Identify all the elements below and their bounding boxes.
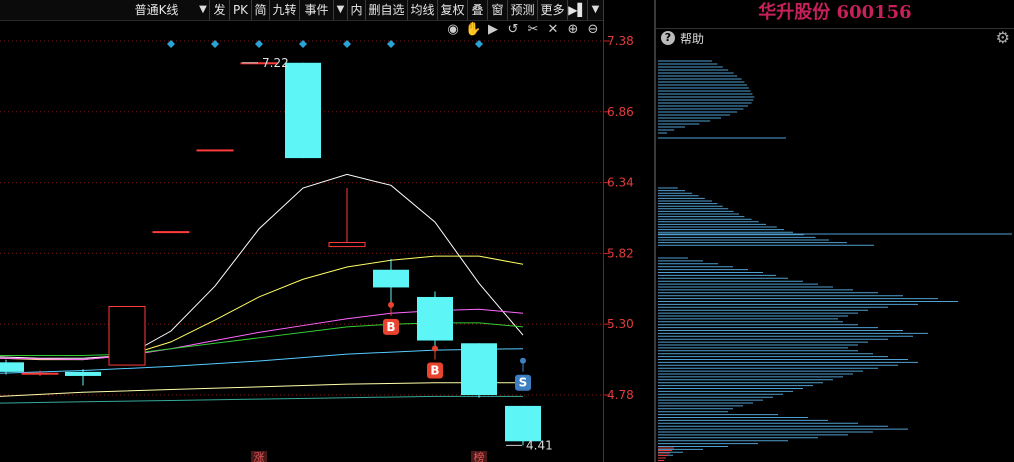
bottom-marker [471, 451, 487, 462]
ma-line [0, 382, 523, 397]
candle-body [21, 372, 59, 375]
candle-body [328, 242, 366, 248]
candle-body [108, 306, 146, 366]
toolbar-button-more[interactable]: 更多 [538, 0, 568, 20]
volume-profile [658, 60, 1012, 461]
toolbar-button-forecast[interactable]: 预测 [508, 0, 538, 20]
signal-badge [515, 374, 531, 391]
signal-badge [383, 318, 399, 335]
price-annotation: 7.22 [262, 56, 289, 70]
bottom-marker-label: 涨 [254, 451, 265, 462]
candle-body [65, 371, 101, 376]
signal-label: B [430, 363, 439, 377]
help-icon[interactable]: ? [661, 31, 675, 45]
price-annotation: 4.41 [526, 438, 553, 452]
toolbar-button-window[interactable]: 窗 [488, 0, 508, 20]
right-info-panel [656, 0, 1014, 462]
candle-body [285, 62, 321, 159]
signal-label: S [519, 376, 528, 390]
zoom-out-icon[interactable]: ⊖ [587, 22, 599, 37]
bottom-marker-label: 榜 [474, 450, 485, 462]
zoom-in-icon[interactable]: ⊕ [567, 22, 579, 37]
candle-body [417, 296, 453, 341]
bottom-marker [251, 451, 267, 462]
scissors-icon[interactable]: ✂ [527, 22, 539, 37]
hand-icon[interactable]: ✋ [465, 22, 482, 37]
candle-body [0, 362, 24, 372]
close-icon[interactable]: ✕ [547, 22, 559, 37]
play-icon[interactable]: ▶ [488, 22, 498, 37]
y-tick-label: 4.78 [607, 388, 634, 402]
event-marker-icon [299, 40, 307, 48]
y-tick-label: 5.82 [607, 246, 634, 260]
help-row: ? 帮助 ⚙ [656, 28, 1014, 50]
y-tick-label: 7.38 [607, 34, 634, 48]
toolbar-button-simple[interactable]: 简 [252, 0, 270, 20]
event-marker-icon [211, 40, 219, 48]
candle-body [240, 62, 278, 65]
toolbar-button-pk[interactable]: PK [230, 0, 252, 20]
period-select-label: 普通K线 [134, 3, 179, 17]
toolbar-button-overlay[interactable]: 叠 [468, 0, 488, 20]
event-marker-icon [343, 40, 351, 48]
toolbar-button-ma[interactable]: 均线 [408, 0, 438, 20]
ma-line [0, 173, 524, 359]
ma-line [0, 395, 523, 404]
y-tick-label: 6.86 [607, 105, 634, 119]
kline-chart[interactable]: 7.22 4.41 B B S 涨 榜 [0, 21, 603, 462]
toolbar-button-fa[interactable]: 发 [210, 0, 230, 20]
price-axis-line [603, 0, 604, 462]
signal-label: B [386, 320, 395, 334]
price-axis: 7.38 6.86 6.34 5.82 5.30 4.78 [604, 34, 634, 402]
panel-divider[interactable] [654, 0, 656, 462]
period-select[interactable]: 普通K线 [104, 0, 210, 20]
y-tick-label: 6.34 [607, 176, 634, 190]
gear-icon[interactable]: ⚙ [995, 28, 1010, 47]
toolbar-button-nine-turn[interactable]: 九转 [270, 0, 300, 20]
toolbar-button-events[interactable]: 事件 [300, 0, 334, 20]
toolbar-button-inner[interactable]: 内 [348, 0, 366, 20]
signal-badge [427, 362, 443, 379]
collapse-panel-icon[interactable]: ▶▌ [568, 0, 588, 20]
candle-body [373, 269, 409, 288]
candle-body [196, 149, 234, 152]
toolbar-button-adjust[interactable]: 复权 [438, 0, 468, 20]
stock-title: 华升股份 600156 [656, 0, 1014, 29]
candle-body [461, 343, 497, 395]
events-dropdown-chevron-icon[interactable]: ▼ [334, 0, 348, 20]
y-tick-label: 5.30 [607, 317, 634, 331]
toolbar-more-chevron-icon[interactable]: ▼ [591, 4, 600, 15]
event-marker-icon [387, 40, 395, 48]
ma-line [0, 348, 524, 374]
undo-icon[interactable]: ↺ [507, 22, 519, 37]
candle-body [505, 405, 541, 442]
toolbar-button-remove-watchlist[interactable]: 删自选 [366, 0, 408, 20]
event-marker-icon [475, 40, 483, 48]
event-marker-icon [167, 40, 175, 48]
period-dropdown-chevron-icon[interactable]: ▼ [199, 4, 207, 15]
event-marker-icon [255, 40, 263, 48]
candle-body [152, 231, 190, 234]
chart-toolbar: 普通K线 ▼ 发 PK 简 九转 事件 ▼ 内 删自选 均线 复权 叠 窗 预测… [0, 0, 603, 21]
eye-icon[interactable]: ◉ [447, 22, 459, 37]
help-label[interactable]: 帮助 [680, 32, 705, 46]
